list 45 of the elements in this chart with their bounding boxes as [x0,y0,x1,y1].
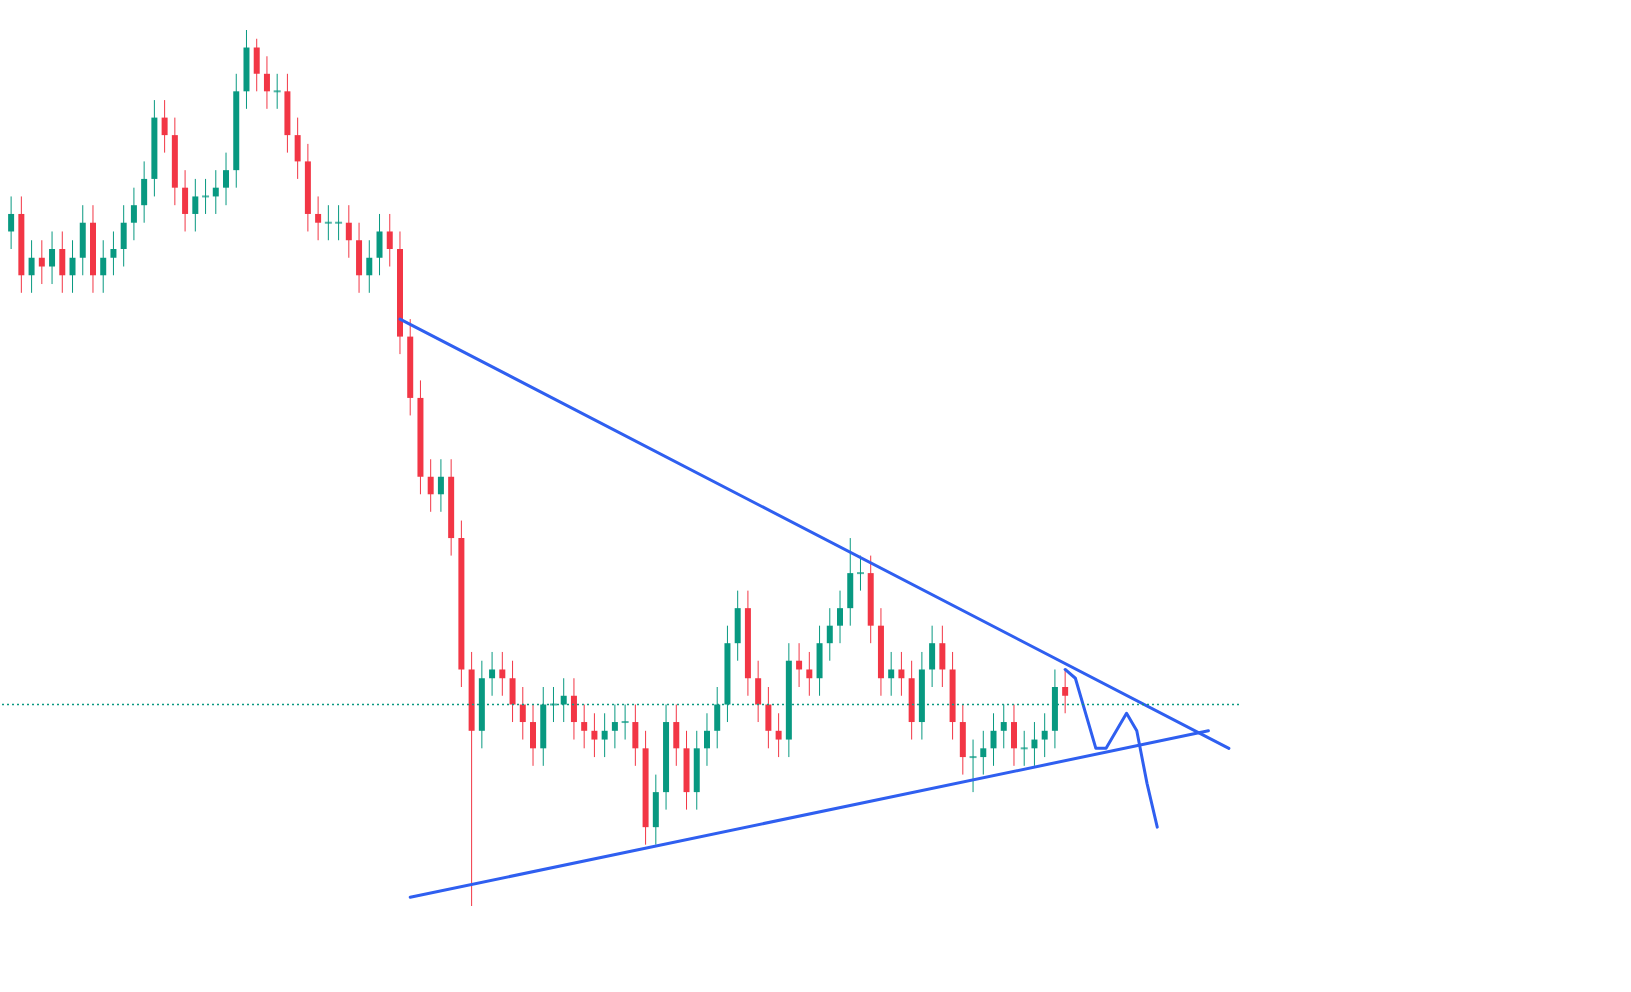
candlestick [192,178,199,232]
candlestick [519,686,526,741]
candlestick [49,230,56,285]
candlestick [335,204,343,241]
candlestick [212,169,219,215]
candlestick [611,704,618,749]
candlestick [38,239,45,285]
candlestick [69,239,76,294]
candlestick [161,99,168,154]
candlestick [8,195,15,250]
candlestick [601,712,608,758]
candlestick [990,712,997,767]
candlestick [1031,721,1038,767]
candlestick [888,651,895,697]
candlestick [591,712,598,758]
candlestick [273,73,281,110]
candlestick [427,458,434,513]
candlestick [837,590,844,644]
candlestick [980,730,987,776]
candlestick [366,239,373,294]
candlestick [386,213,393,268]
candlestick [581,704,588,749]
candlestick [100,239,107,294]
candlestick [499,651,506,697]
candlestick [263,55,270,110]
candlestick [110,230,117,276]
candlestick [775,712,782,758]
candlestick [898,651,905,697]
candlestick [130,187,137,241]
candlestick [202,178,210,215]
candlestick [806,651,813,697]
candlestick [969,739,977,793]
candlestick [345,204,352,259]
candlestick [1020,730,1028,767]
candlestick [796,642,803,688]
candlestick [703,712,710,767]
candlestick [1041,712,1048,758]
candlestick [315,195,322,241]
candlestick [223,152,230,206]
candlestick [324,204,332,241]
candlestick [621,704,629,741]
candlestick [826,607,833,662]
candlestick [28,239,35,294]
candlestick [437,458,444,513]
candlestick [489,651,496,697]
